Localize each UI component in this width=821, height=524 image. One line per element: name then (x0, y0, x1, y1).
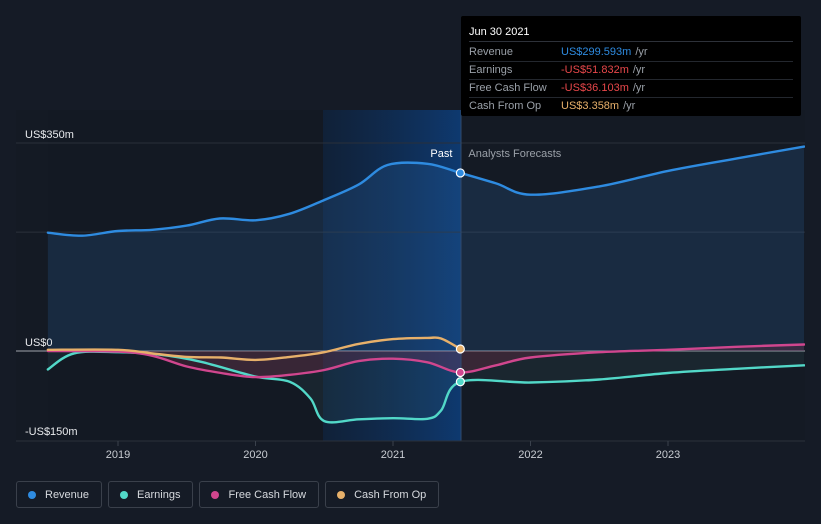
revenue-line (46, 145, 805, 237)
legend-label: Cash From Op (354, 488, 427, 501)
legend-label: Earnings (137, 488, 181, 501)
legend: Revenue Earnings Free Cash Flow Cash Fro… (16, 481, 440, 508)
cash-from-op-line (46, 336, 462, 362)
tooltip-label: Free Cash Flow (469, 82, 547, 94)
tooltip-unit: /yr (635, 46, 648, 58)
past-label: Past (430, 148, 452, 160)
legend-dot-icon (211, 490, 220, 499)
legend-dot-icon (120, 490, 129, 499)
legend-item-cash-from-op[interactable]: Cash From Op (325, 481, 440, 508)
tooltip-row-earnings: Earnings -US$51.832m /yr (469, 62, 793, 80)
tooltip: Jun 30 2021 Revenue US$299.593m /yr Earn… (461, 16, 801, 116)
earnings-area (47, 351, 805, 423)
tooltip-value: -US$51.832m (561, 64, 629, 76)
tooltip-value: -US$36.103m (561, 82, 629, 94)
tooltip-label: Earnings (469, 64, 513, 76)
legend-dot-icon (28, 490, 36, 499)
y-tick-label: -US$150m (25, 426, 78, 438)
tooltip-unit: /yr (632, 82, 646, 94)
forecast-label: Analysts Forecasts (468, 148, 561, 160)
x-tick-label: 2020 (243, 449, 267, 461)
legend-dot-icon (337, 490, 346, 499)
tooltip-row-free-cash-flow: Free Cash Flow -US$36.103m /yr (469, 80, 793, 98)
tooltip-row-revenue: Revenue US$299.593m /yr (469, 44, 793, 62)
x-tick-label: 2019 (106, 449, 130, 461)
revenue-point (455, 168, 465, 178)
earnings-point (455, 377, 465, 387)
x-tick-label: 2022 (518, 449, 542, 461)
tooltip-date: Jun 30 2021 (469, 25, 793, 42)
tooltip-value: US$3.358m (561, 100, 620, 112)
legend-label: Revenue (45, 488, 90, 501)
revenue-area (47, 146, 805, 351)
x-tick-label: 2021 (381, 449, 405, 461)
tooltip-label: Revenue (469, 46, 514, 58)
y-tick-label: US$0 (25, 337, 53, 349)
y-tick-label: US$350m (25, 129, 74, 141)
legend-item-earnings[interactable]: Earnings (108, 481, 194, 508)
tooltip-unit: /yr (623, 100, 636, 112)
tooltip-unit: /yr (632, 64, 646, 76)
tooltip-label: Cash From Op (469, 100, 542, 112)
legend-item-free-cash-flow[interactable]: Free Cash Flow (199, 481, 320, 508)
tooltip-row-cash-from-op: Cash From Op US$3.358m /yr (469, 98, 793, 115)
free-cash-flow-line (46, 343, 805, 379)
tooltip-value: US$299.593m (561, 46, 632, 58)
legend-item-revenue[interactable]: Revenue (16, 481, 103, 508)
legend-label: Free Cash Flow (228, 488, 307, 501)
x-tick-label: 2023 (656, 449, 680, 461)
cash-from-op-point (455, 344, 465, 354)
free-cash-flow-point (455, 367, 465, 378)
